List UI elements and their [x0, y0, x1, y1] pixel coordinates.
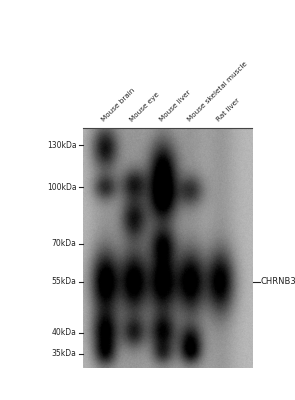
Text: 130kDa: 130kDa	[47, 141, 77, 150]
Text: 35kDa: 35kDa	[52, 349, 77, 358]
Text: Mouse brain: Mouse brain	[100, 88, 136, 123]
Text: Mouse skeletal muscle: Mouse skeletal muscle	[186, 61, 248, 123]
Text: Mouse eye: Mouse eye	[129, 91, 161, 123]
Text: Mouse liver: Mouse liver	[158, 90, 192, 123]
Text: 70kDa: 70kDa	[52, 239, 77, 248]
Text: 100kDa: 100kDa	[47, 182, 77, 192]
Text: 40kDa: 40kDa	[52, 328, 77, 337]
Text: CHRNB3: CHRNB3	[260, 278, 295, 286]
Text: Rat liver: Rat liver	[216, 98, 241, 123]
Text: 55kDa: 55kDa	[52, 278, 77, 286]
